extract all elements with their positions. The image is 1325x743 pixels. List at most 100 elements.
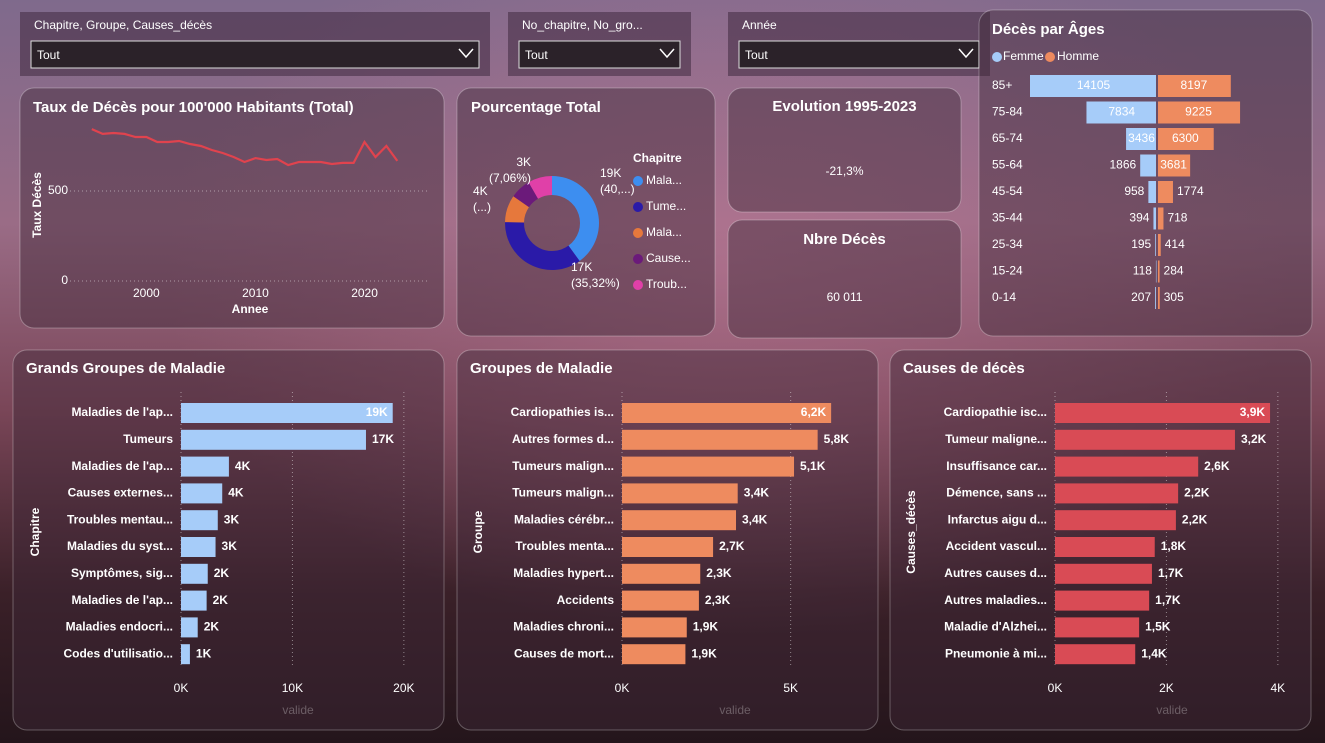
bar: [181, 510, 218, 531]
value-label: 6,2K: [801, 405, 827, 419]
value-label: 1866: [1109, 158, 1136, 172]
legend-swatch: [633, 280, 643, 290]
x-tick-label: 2K: [1159, 681, 1174, 695]
legend-label: Mala...: [646, 173, 682, 187]
value-label: 118: [1133, 264, 1152, 278]
y-tick-label: Maladies cérébr...: [514, 512, 614, 526]
chevron[interactable]: [659, 48, 675, 59]
chevron[interactable]: [958, 48, 974, 59]
panel: [727, 87, 962, 213]
bar: [1158, 234, 1161, 256]
chevron[interactable]: [458, 48, 474, 59]
filter-label: No_chapitre, No_gro...: [522, 18, 643, 32]
value-label: 7834: [1108, 105, 1135, 119]
value-label: 3,4K: [742, 512, 768, 526]
donut-percent-label: (...): [473, 200, 491, 214]
bar: [622, 403, 832, 423]
bar: [1158, 101, 1241, 124]
value-label: 4K: [235, 459, 251, 473]
y-tick-label: Troubles mentau...: [67, 512, 173, 526]
value-label: 3,2K: [1241, 432, 1267, 446]
value-label: 4K: [228, 486, 244, 500]
value-label: 305: [1164, 290, 1184, 304]
value-label: 5,8K: [824, 432, 850, 446]
bar: [1158, 128, 1214, 150]
bar: [1055, 644, 1136, 665]
bar: [1158, 287, 1160, 309]
y-tick-label: 500: [48, 183, 68, 197]
bar: [1153, 207, 1156, 230]
value-label: 3681: [1160, 158, 1187, 172]
bar: [1155, 234, 1156, 256]
legend-label: Mala...: [646, 225, 682, 239]
donut-value-label: 3K: [516, 155, 531, 169]
legend-label: Homme: [1057, 49, 1099, 63]
legend-label: Troub...: [646, 277, 687, 291]
bar: [1055, 429, 1235, 450]
bar: [1155, 260, 1157, 283]
donut-value-label: 4K: [473, 184, 488, 198]
dropdown-value[interactable]: Tout: [525, 48, 548, 62]
x-tick-label: 10K: [282, 681, 303, 695]
x-axis-label: Annee: [232, 302, 269, 316]
y-tick-label: Maladies endocri...: [66, 620, 173, 634]
y-tick-label: Troubles menta...: [515, 539, 614, 553]
bar: [1086, 101, 1156, 124]
value-label: 1774: [1177, 184, 1204, 198]
y-tick-label: Pneumonie à mi...: [945, 646, 1047, 660]
dropdown[interactable]: [30, 40, 480, 69]
y-tick-label: Cardiopathie isc...: [944, 405, 1047, 419]
dropdown[interactable]: [738, 40, 980, 69]
y-tick-label: Causes externes...: [68, 486, 173, 500]
y-tick-label: Maladies de l'ap...: [71, 405, 173, 419]
value-label: 1,7K: [1155, 593, 1181, 607]
bar: [181, 403, 393, 423]
y-tick-label: Démence, sans ...: [946, 486, 1047, 500]
value-label: 1,4K: [1141, 646, 1167, 660]
x-tick-label: 0K: [174, 681, 189, 695]
x-tick-label: 2010: [242, 286, 269, 300]
y-tick-label: Accidents: [557, 593, 615, 607]
value-label: 19K: [366, 405, 388, 419]
value-label: 2,7K: [719, 539, 745, 553]
legend-swatch: [633, 176, 643, 186]
y-tick-label: Tumeur maligne...: [945, 432, 1047, 446]
card-title: Evolution 1995-2023: [772, 98, 916, 115]
y-axis-label: Groupe: [471, 510, 485, 553]
legend-swatch: [633, 202, 643, 212]
value-label: 2K: [204, 620, 220, 634]
value-label: 3,4K: [744, 486, 770, 500]
value-label: 1,9K: [691, 646, 717, 660]
value-label: 1K: [196, 646, 212, 660]
chart-title: Taux de Décès pour 100'000 Habitants (To…: [33, 99, 354, 116]
dropdown-value[interactable]: Tout: [37, 48, 60, 62]
card-value: 60 011: [827, 290, 863, 304]
y-axis-label: Taux Décès: [30, 172, 44, 238]
y-tick-label: 0: [61, 273, 68, 287]
dropdown[interactable]: [518, 40, 681, 69]
legend-swatch: [633, 254, 643, 264]
bar: [1158, 181, 1173, 203]
filter-label: Année: [742, 18, 777, 32]
value-label: 414: [1165, 237, 1185, 251]
donut-value-label: 17K: [571, 260, 592, 274]
bar: [181, 590, 207, 611]
bar: [181, 483, 223, 504]
x-axis-label: valide: [282, 703, 314, 717]
chart-title: Groupes de Maladie: [470, 360, 613, 377]
value-label: 1,9K: [693, 620, 719, 634]
value-label: 2,2K: [1182, 512, 1208, 526]
y-tick-label: 85+: [992, 78, 1012, 92]
value-label: 5,1K: [800, 459, 826, 473]
value-label: 2,6K: [1204, 459, 1230, 473]
donut-slice: [505, 196, 529, 223]
bar: [1030, 75, 1156, 97]
value-label: 3,9K: [1240, 405, 1266, 419]
bar: [622, 537, 714, 557]
dropdown-value[interactable]: Tout: [745, 48, 768, 62]
card-value: -21,3%: [825, 164, 863, 178]
bar: [1126, 128, 1156, 150]
y-tick-label: Maladies du syst...: [67, 539, 173, 553]
bar: [1158, 260, 1160, 283]
